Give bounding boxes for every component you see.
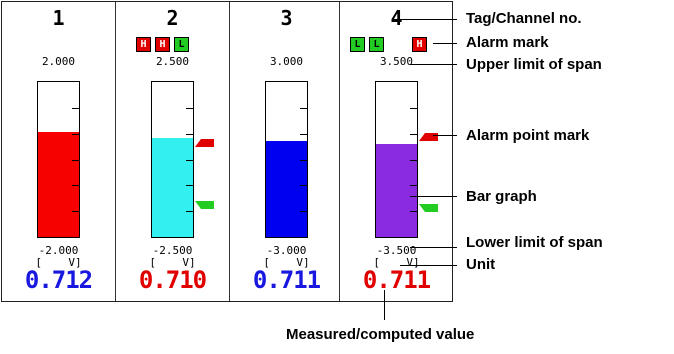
callout-line-upper <box>410 64 457 65</box>
measured-value: 0.711 <box>252 266 321 294</box>
callout-alarm-point: Alarm point mark <box>466 127 590 144</box>
alarm-mark-3: H <box>412 37 427 52</box>
scale-tick <box>410 159 417 161</box>
scale-tick <box>186 133 193 135</box>
scale-tick <box>72 159 79 161</box>
measured-value: 0.712 <box>24 266 93 294</box>
callout-unit: Unit <box>466 256 496 273</box>
callout-bar-graph: Bar graph <box>466 188 537 205</box>
lower-span-limit: -3.500 <box>376 244 417 257</box>
alarm-marks: H H L <box>136 37 216 52</box>
scale-tick <box>410 133 417 135</box>
callout-line-unit <box>400 265 457 266</box>
channel-tag: 3 <box>280 6 293 30</box>
channel-panel-4: 4 L L H 3.500 -3.500 [ V] 0.711 <box>340 2 453 301</box>
upper-span-limit: 2.000 <box>41 55 76 68</box>
bar-fill <box>376 143 417 237</box>
callout-line-alarm-point <box>433 135 457 136</box>
scale-tick <box>410 185 417 187</box>
callout-line-alarm <box>433 43 457 44</box>
callout-upper-limit: Upper limit of span <box>466 56 602 73</box>
alarm-point-high-icon <box>419 132 438 141</box>
unit-label: [ V] <box>35 256 82 269</box>
callout-line-tag <box>392 19 457 20</box>
upper-span-limit: 3.000 <box>269 55 304 68</box>
scale-tick <box>410 211 417 213</box>
scale-tick <box>186 185 193 187</box>
channel-tag: 1 <box>52 6 65 30</box>
scale-tick <box>186 211 193 213</box>
bar-fill <box>152 137 193 237</box>
callout-line-bar <box>410 196 457 197</box>
scale-tick <box>186 159 193 161</box>
alarm-mark-1: L <box>350 37 365 52</box>
channel-panel-2: 2 H H L 2.500 -2.500 [ V] 0.710 <box>116 2 229 301</box>
scale-tick <box>410 107 417 109</box>
scale-tick <box>72 107 79 109</box>
scale-tick <box>300 107 307 109</box>
scale-tick <box>300 159 307 161</box>
lower-span-limit: -2.000 <box>38 244 79 257</box>
lower-span-limit: -2.500 <box>152 244 193 257</box>
callout-tag-channel: Tag/Channel no. <box>466 10 582 27</box>
scale-tick <box>300 133 307 135</box>
callout-measured: Measured/computed value <box>286 326 475 343</box>
scale-tick <box>72 185 79 187</box>
scale-tick <box>72 211 79 213</box>
upper-span-limit: 2.500 <box>155 55 190 68</box>
alarm-mark-2: L <box>369 37 384 52</box>
channel-panel-1: 1 2.000 -2.000 [ V] 0.712 <box>2 2 115 301</box>
unit-label: [ V] <box>373 256 420 269</box>
callout-lower-limit: Lower limit of span <box>466 234 603 251</box>
channel-tag: 2 <box>166 6 179 30</box>
alarm-point-low-icon <box>419 204 438 213</box>
alarm-mark-1: H <box>136 37 151 52</box>
bar-graph <box>265 81 308 238</box>
unit-label: [ V] <box>149 256 196 269</box>
unit-label: [ V] <box>263 256 310 269</box>
panel-divider <box>339 2 340 301</box>
panel-divider <box>115 2 116 301</box>
alarm-point-high-icon <box>195 139 214 147</box>
callout-line-lower <box>410 247 457 248</box>
bar-fill <box>266 141 307 237</box>
scale-tick <box>300 185 307 187</box>
channel-tag: 4 <box>390 6 403 30</box>
alarm-mark-3: L <box>174 37 189 52</box>
bar-graph <box>37 81 80 238</box>
bar-fill <box>38 131 79 237</box>
callout-line-measured <box>384 290 385 320</box>
callout-alarm-mark: Alarm mark <box>466 34 549 51</box>
panel-divider <box>229 2 230 301</box>
bar-graph <box>375 81 418 238</box>
alarm-point-low-icon <box>195 201 214 209</box>
alarm-mark-2: H <box>155 37 170 52</box>
measured-value: 0.711 <box>362 266 431 294</box>
scale-tick <box>186 107 193 109</box>
alarm-marks: L L H <box>350 37 450 52</box>
measured-value: 0.710 <box>138 266 207 294</box>
channel-panel-3: 3 3.000 -3.000 [ V] 0.711 <box>230 2 343 301</box>
recorder-screen: 1 2.000 -2.000 [ V] 0.712 2 H H L 2.500 … <box>1 1 453 302</box>
scale-tick <box>300 211 307 213</box>
upper-span-limit: 3.500 <box>379 55 414 68</box>
lower-span-limit: -3.000 <box>266 244 307 257</box>
bar-graph <box>151 81 194 238</box>
scale-tick <box>72 133 79 135</box>
